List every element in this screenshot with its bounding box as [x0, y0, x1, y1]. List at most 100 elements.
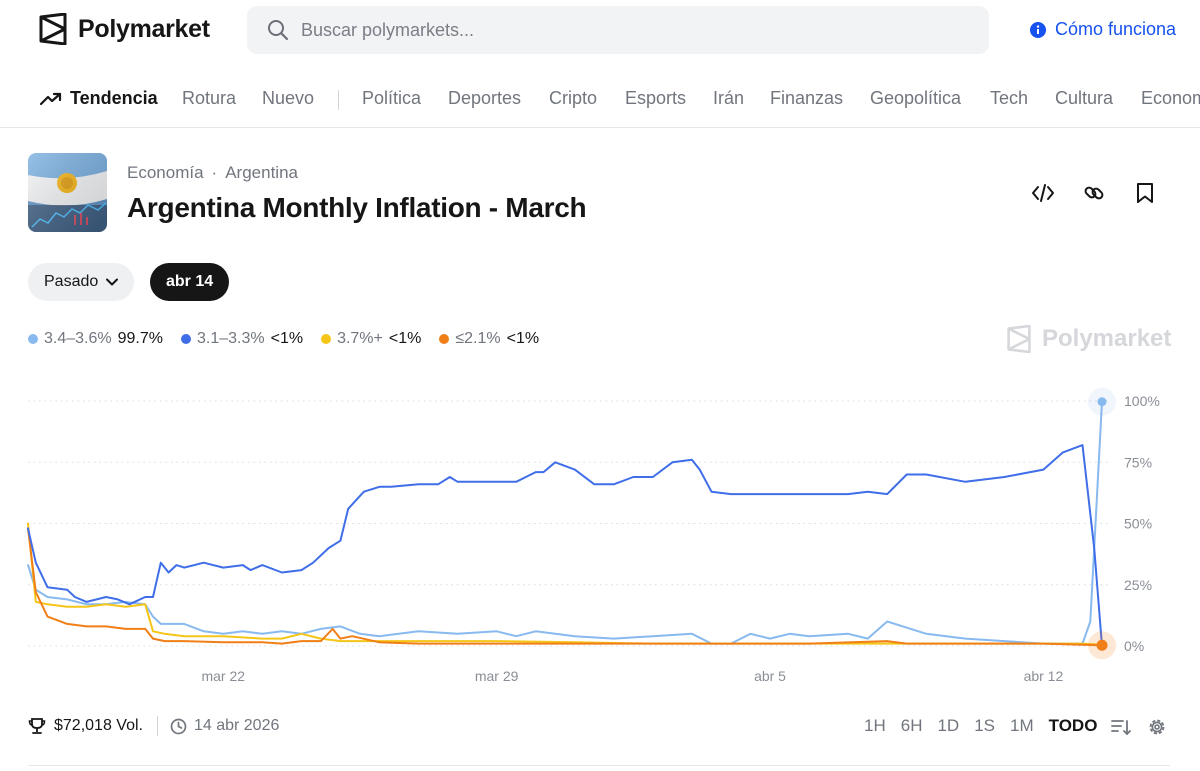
range-6h[interactable]: 6H [900, 716, 923, 735]
how-it-works-label: Cómo funciona [1055, 19, 1177, 39]
trophy-icon [28, 718, 46, 734]
argentina-flag-icon [28, 153, 107, 232]
nav-item-esports[interactable]: Esports [625, 88, 687, 108]
watermark-text: Polymarket [1042, 325, 1172, 352]
nav-item-trending[interactable]: Tendencia [40, 88, 158, 109]
nav-item-finance[interactable]: Finanzas [770, 88, 844, 108]
search-bar[interactable] [247, 6, 989, 54]
y-tick-label: 25% [1124, 577, 1152, 593]
nav-item-trending-label: Tendencia [70, 88, 158, 108]
x-tick-label: abr 5 [754, 668, 786, 684]
end-date: 14 abr 2026 [170, 717, 279, 735]
legend-dot [180, 334, 191, 344]
trending-up-icon [40, 92, 62, 105]
settings-button[interactable] [1146, 716, 1168, 738]
range-all[interactable]: TODO [1048, 716, 1098, 735]
date-chip[interactable]: abr 14 [150, 263, 230, 301]
polymarket-logo-icon [39, 13, 67, 45]
embed-button[interactable] [1030, 180, 1056, 206]
series-end-point [1096, 639, 1108, 651]
nav-item-geopolitics[interactable]: Geopolítica [870, 88, 962, 108]
range-1w[interactable]: 1S [974, 716, 995, 735]
range-1m[interactable]: 1M [1010, 716, 1034, 735]
top-header: Polymarket Cómo funciona [0, 0, 1200, 62]
sort-button[interactable] [1110, 716, 1132, 738]
legend-dot [28, 334, 38, 344]
footer-divider [156, 716, 158, 736]
bookmark-icon [1137, 183, 1153, 203]
volume-stat: $72,018 Vol. [28, 717, 143, 735]
nav-item-iran[interactable]: Irán [713, 88, 745, 108]
nav-border [0, 127, 1200, 128]
market-stats: $72,018 Vol. 14 abr 2026 [28, 716, 279, 736]
legend-label: 3.4–3.6% [44, 330, 112, 347]
polymarket-watermark: Polymarket [1006, 325, 1171, 353]
legend-label: ≤2.1% [455, 330, 501, 347]
nav-item-crypto[interactable]: Cripto [549, 88, 598, 108]
market-actions [1030, 180, 1158, 206]
clock-icon [170, 718, 187, 734]
nav-item-economy[interactable]: Econom [1141, 88, 1200, 108]
y-tick-label: 75% [1124, 454, 1152, 470]
nav-item-breaking[interactable]: Rotura [182, 88, 237, 108]
legend-dot [439, 334, 450, 344]
breadcrumb-separator: · [211, 163, 218, 182]
x-tick-label: abr 12 [1024, 668, 1064, 684]
x-tick-label: mar 22 [201, 668, 245, 684]
market-title: Argentina Monthly Inflation - March [127, 192, 587, 223]
sort-icon [1111, 720, 1131, 735]
logo-text: Polymarket [78, 14, 210, 43]
legend-label: 3.7%+ [337, 330, 383, 347]
info-icon [1030, 21, 1046, 38]
market-image [28, 153, 107, 232]
bottom-divider [28, 765, 1170, 766]
polymarket-logo[interactable]: Polymarket [38, 13, 210, 45]
category-nav: Tendencia Rotura Nuevo Política Deportes… [0, 80, 1200, 120]
legend-item[interactable]: 3.1–3.3% <1% [180, 330, 304, 348]
polymarket-watermark-icon [1007, 325, 1031, 353]
legend-dot [321, 334, 332, 344]
nav-item-new[interactable]: Nuevo [262, 88, 315, 108]
range-1h[interactable]: 1H [864, 716, 886, 735]
series-line[interactable] [27, 444, 1103, 647]
nav-item-tech[interactable]: Tech [990, 88, 1029, 108]
nav-item-politics[interactable]: Política [362, 88, 422, 108]
how-it-works-link[interactable]: Cómo funciona [1030, 19, 1176, 40]
code-icon [1032, 184, 1054, 202]
y-tick-label: 50% [1124, 516, 1152, 532]
end-date-value: 14 abr 2026 [193, 717, 280, 734]
past-dropdown-label: Pasado [44, 273, 99, 290]
legend-value: <1% [388, 330, 422, 347]
nav-item-culture[interactable]: Cultura [1055, 88, 1114, 108]
y-tick-label: 100% [1124, 393, 1160, 409]
past-dropdown[interactable]: Pasado [28, 263, 135, 301]
nav-divider [338, 90, 339, 110]
gear-icon [1149, 719, 1165, 735]
chevron-down-icon [106, 278, 119, 286]
series-line[interactable] [27, 527, 1103, 647]
legend-value: <1% [270, 330, 304, 347]
search-input[interactable] [301, 19, 961, 41]
series-line[interactable] [27, 400, 1103, 645]
price-chart[interactable]: 0% 25% 50% 75% 100% mar 22 mar 29 abr 5 abr 12 [0, 370, 1200, 700]
legend-item[interactable]: 3.7%+ <1% [321, 330, 421, 348]
search-icon [268, 20, 289, 41]
breadcrumb-subcategory[interactable]: Argentina [225, 163, 298, 182]
legend-value: 99.7% [117, 330, 163, 347]
legend-value: <1% [506, 330, 540, 347]
breadcrumb-category[interactable]: Economía [127, 163, 204, 182]
copy-link-button[interactable] [1081, 180, 1107, 206]
breadcrumb: Economía · Argentina [127, 163, 298, 183]
nav-item-sports[interactable]: Deportes [448, 88, 522, 108]
bookmark-button[interactable] [1132, 180, 1158, 206]
range-1d[interactable]: 1D [937, 716, 960, 735]
chart-legend: 3.4–3.6% 99.7% 3.1–3.3% <1% 3.7%+ <1% ≤2… [28, 330, 539, 348]
legend-label: 3.1–3.3% [196, 330, 265, 347]
legend-item[interactable]: 3.4–3.6% 99.7% [28, 330, 163, 348]
series-end-point [1097, 397, 1107, 407]
time-range-selector: 1H 6H 1D 1S 1M TODO [864, 716, 1097, 736]
legend-item[interactable]: ≤2.1% <1% [439, 330, 539, 348]
chart-tools [1110, 716, 1168, 738]
x-tick-label: mar 29 [475, 668, 519, 684]
y-tick-label: 0% [1124, 638, 1144, 654]
